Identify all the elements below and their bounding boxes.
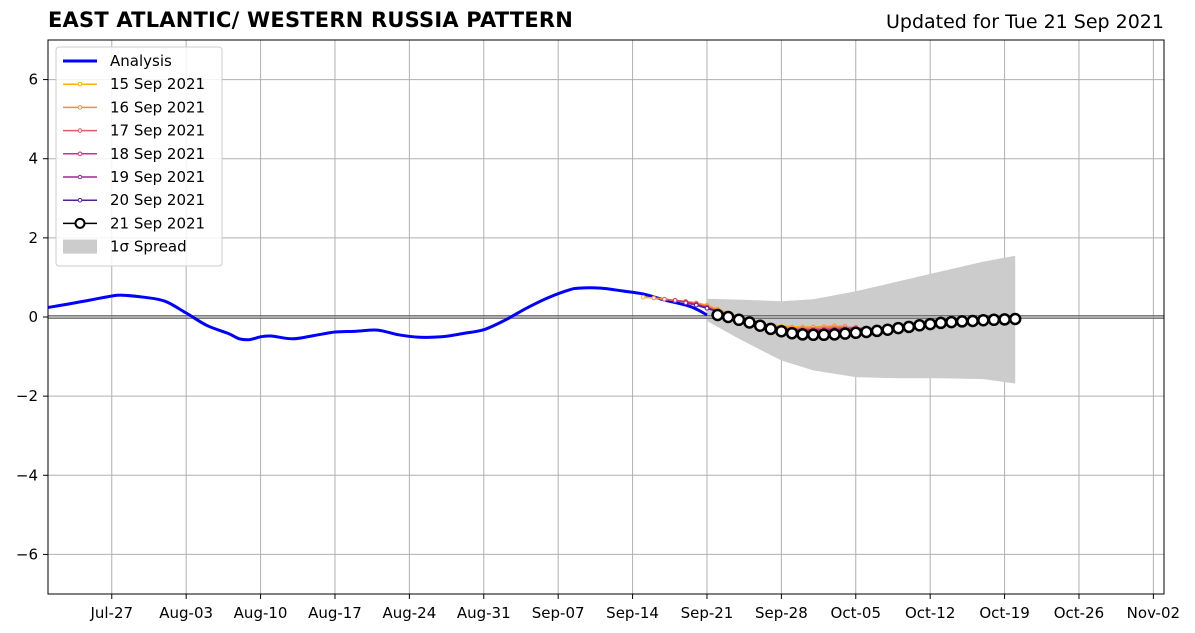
legend-label: 16 Sep 2021 (110, 98, 205, 116)
forecast-point (785, 326, 799, 340)
forecast-point (704, 306, 710, 311)
analysis-line (47, 286, 708, 342)
forecast-point (923, 317, 937, 331)
forecast-point (828, 328, 841, 341)
forecast-point (743, 316, 756, 329)
forecast-point (838, 327, 852, 340)
x-tick-label: Nov-02 (1127, 604, 1180, 622)
forecast-point (672, 298, 678, 303)
y-tick-label: 0 (28, 308, 38, 326)
axes-frame (43, 39, 1165, 599)
legend-label: 19 Sep 2021 (110, 168, 205, 186)
forecast-point (987, 313, 1001, 327)
x-tick-label: Aug-24 (382, 604, 436, 622)
legend: Analysis 15 Sep 2021 16 Sep 2021 17 Sep 202… (55, 46, 223, 267)
forecast-point (934, 316, 948, 330)
forecast-point (998, 313, 1011, 326)
legend-box (55, 46, 223, 267)
forecast-point (849, 326, 863, 340)
x-tick-label: Sep-21 (681, 604, 734, 622)
legend-marker (77, 197, 83, 203)
x-tick-label: Jul-27 (89, 604, 133, 622)
forecast-point (651, 295, 657, 301)
grid-lines (48, 40, 1164, 594)
forecast-point (807, 328, 820, 342)
y-tick-label: −4 (16, 466, 38, 484)
legend-marker (77, 128, 83, 133)
legend-marker (74, 217, 86, 229)
y-tick-label: −6 (16, 545, 38, 563)
spread-layer (707, 255, 1016, 384)
y-tick-label: 4 (28, 150, 38, 168)
legend-label: Analysis (110, 52, 172, 70)
x-tick-label: Aug-10 (234, 604, 288, 622)
forecast-point (721, 310, 735, 324)
forecast-point (683, 300, 689, 306)
forecast-point (881, 323, 894, 336)
legend-label: 1σ Spread (110, 238, 187, 256)
legend-marker (77, 151, 83, 157)
x-tick-label: Sep-14 (606, 604, 659, 622)
forecast-point (945, 315, 958, 329)
x-tick-label: Aug-31 (457, 604, 511, 622)
chart-subtitle: Updated for Tue 21 Sep 2021 (886, 11, 1164, 33)
legend-entry: 18 Sep 2021 (63, 145, 205, 163)
x-tick-label: Aug-17 (308, 604, 362, 622)
forecast-point (966, 314, 979, 328)
legend-entry: 16 Sep 2021 (63, 98, 205, 116)
forecast-point (694, 302, 699, 308)
tick-labels: Jul-27 Aug-03 Aug-10 Aug-17 Aug-24 Aug-31 Sep-… (16, 71, 1180, 622)
forecast-point (796, 328, 809, 341)
forecast-point (902, 320, 916, 334)
forecast-point (662, 296, 667, 302)
forecast-point (977, 313, 990, 327)
y-tick-label: −2 (16, 387, 38, 405)
legend-marker (77, 174, 83, 180)
spread-band (707, 255, 1016, 384)
forecast-point (764, 322, 777, 336)
forecast-point (775, 324, 788, 338)
y-tick-label: 6 (28, 71, 38, 89)
legend-entry: 15 Sep 2021 (63, 75, 205, 93)
legend-entry: 17 Sep 2021 (63, 122, 205, 140)
x-tick-label: Oct-19 (979, 604, 1029, 622)
forecast-series-6 (711, 308, 1022, 342)
forecast-point (1008, 312, 1022, 326)
legend-label: 20 Sep 2021 (110, 191, 205, 209)
forecast-point (955, 315, 969, 328)
legend-swatch (63, 239, 97, 254)
forecast-point (870, 324, 884, 338)
legend-entry: 19 Sep 2021 (63, 168, 205, 186)
legend-label: 21 Sep 2021 (110, 214, 205, 232)
y-tick-label: 2 (28, 229, 38, 247)
plot-frame (47, 39, 1165, 595)
forecast-point (892, 321, 905, 335)
forecast-point (711, 308, 724, 322)
legend-marker (77, 105, 83, 110)
forecast-point (732, 313, 746, 327)
legend-entry: 1σ Spread (63, 238, 187, 256)
legend-label: 17 Sep 2021 (110, 122, 205, 140)
x-tick-label: Aug-03 (159, 604, 213, 622)
forecast-point (753, 319, 767, 332)
legend-entry: 20 Sep 2021 (63, 191, 205, 209)
forecast-point (860, 325, 873, 339)
x-tick-label: Sep-28 (755, 604, 808, 622)
legend-entry: Analysis (63, 52, 172, 70)
forecast-point (913, 319, 926, 332)
forecast-point (640, 294, 646, 300)
chart-title: EAST ATLANTIC/ WESTERN RUSSIA PATTERN (48, 8, 574, 32)
legend-label: 18 Sep 2021 (110, 145, 205, 163)
x-tick-label: Oct-12 (905, 604, 955, 622)
x-tick-label: Oct-26 (1054, 604, 1104, 622)
legend-label: 15 Sep 2021 (110, 75, 205, 93)
legend-marker (77, 81, 83, 87)
x-tick-label: Oct-05 (831, 604, 881, 622)
series-layer (47, 286, 1022, 342)
forecast-point (817, 328, 831, 342)
x-tick-label: Sep-07 (532, 604, 585, 622)
legend-entry: 21 Sep 2021 (63, 214, 205, 232)
